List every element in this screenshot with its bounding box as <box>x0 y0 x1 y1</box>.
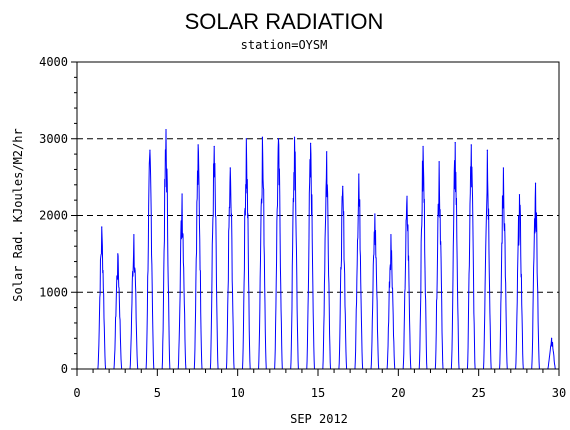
x-tick-label: 10 <box>230 386 244 400</box>
daily-peak-point <box>245 138 247 140</box>
daily-peak-point <box>422 145 424 148</box>
x-tick-label: 25 <box>471 386 485 400</box>
daily-peak-point <box>358 173 360 175</box>
daily-peak-point <box>133 234 135 236</box>
daily-peak-point <box>149 149 151 151</box>
daily-peak-point <box>342 185 344 187</box>
daily-peak-point <box>374 213 376 215</box>
daily-peak-point <box>165 128 167 131</box>
daily-peak-point <box>293 136 296 138</box>
daily-peak-point <box>181 193 183 195</box>
daily-peak-point <box>390 234 392 236</box>
chart-subtitle: station=OYSM <box>241 38 328 52</box>
daily-peak-point <box>229 167 231 169</box>
daily-peak-point <box>470 144 472 146</box>
x-tick-label: 5 <box>154 386 161 400</box>
y-axis-label: Solar Rad. KJoules/M2/hr <box>11 128 25 301</box>
x-axis: 0 5 10 15 20 25 30 <box>73 369 566 400</box>
daily-peak-point <box>261 136 264 138</box>
y-tick-label: 1000 <box>39 285 68 299</box>
y-tick-label: 4000 <box>39 55 68 69</box>
daily-peak-point <box>486 149 488 151</box>
chart-title: SOLAR RADIATION <box>185 9 384 34</box>
daily-peak-point <box>101 226 103 228</box>
daily-peak-point <box>326 151 328 153</box>
x-tick-label: 15 <box>311 386 325 400</box>
x-axis-label: SEP 2012 <box>290 412 348 426</box>
x-tick-label: 0 <box>73 386 80 400</box>
series-layer <box>93 128 556 370</box>
x-tick-label: 30 <box>552 386 566 400</box>
daily-peak-point <box>438 161 440 163</box>
daily-peak-point <box>213 145 215 148</box>
daily-peak-point <box>551 337 553 339</box>
daily-peak-point <box>310 142 312 144</box>
x-tick-label: 20 <box>391 386 405 400</box>
series-line <box>93 129 556 370</box>
y-tick-label: 3000 <box>39 132 68 146</box>
y-tick-label: 0 <box>61 362 68 376</box>
daily-peak-point <box>454 141 456 144</box>
daily-peak-point <box>518 194 521 196</box>
daily-peak-point <box>117 253 119 255</box>
daily-peak-point <box>406 195 408 197</box>
daily-peak-point <box>277 138 280 140</box>
y-axis: 0 1000 2000 3000 4000 <box>39 55 77 376</box>
daily-peak-point <box>502 167 505 169</box>
daily-peak-point <box>197 144 199 146</box>
y-tick-label: 2000 <box>39 209 68 223</box>
daily-peak-point <box>534 182 537 184</box>
